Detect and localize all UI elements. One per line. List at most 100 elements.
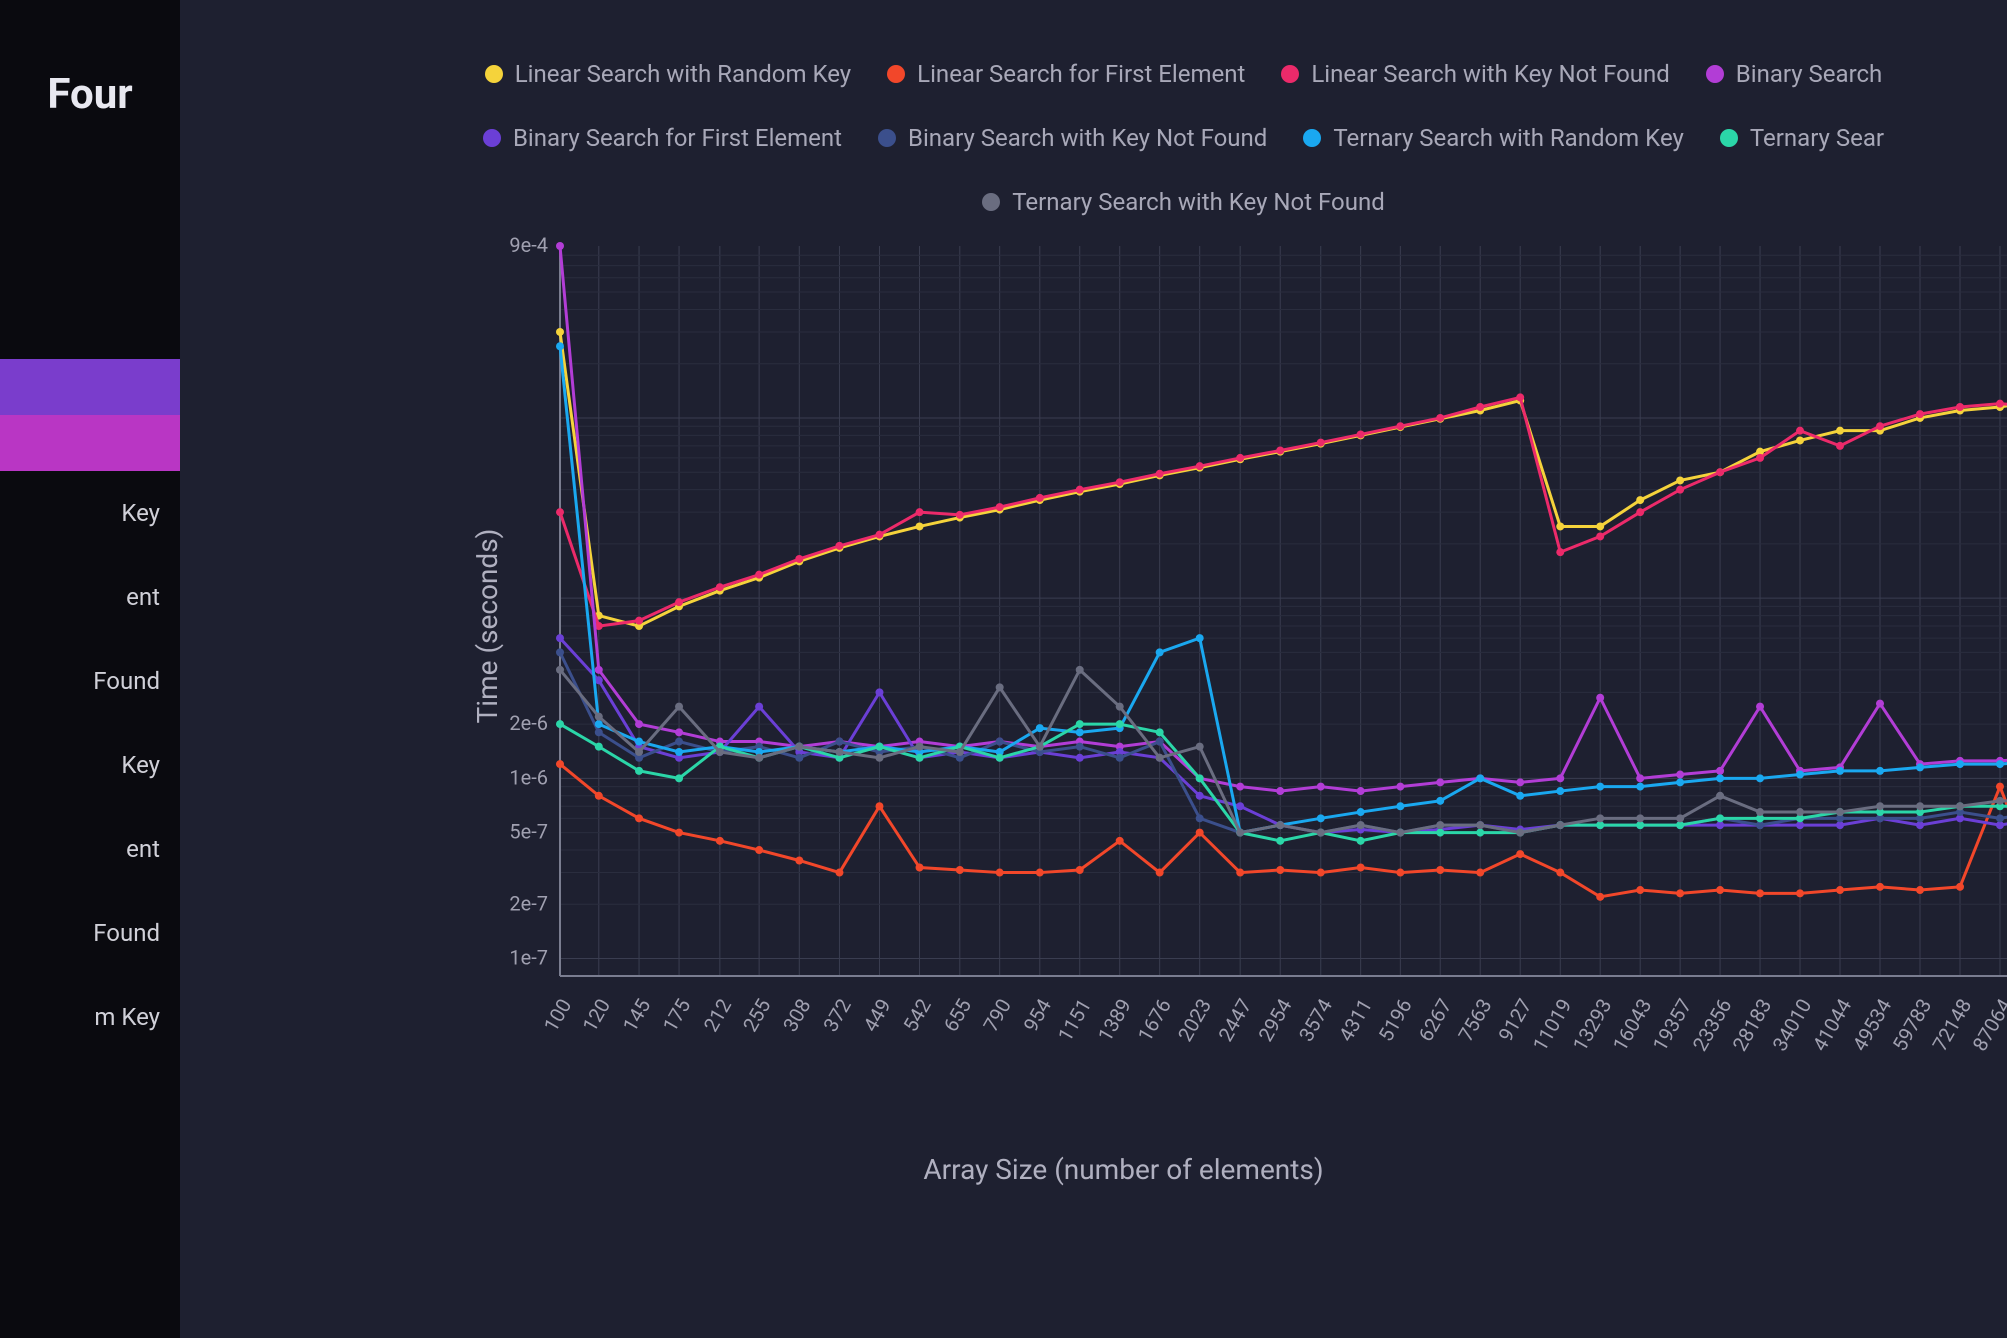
svg-text:9e-4: 9e-4 xyxy=(509,233,548,257)
legend-swatch-icon xyxy=(1303,129,1321,147)
series-marker xyxy=(1476,403,1484,411)
x-axis-label: Array Size (number of elements) xyxy=(923,1153,1323,1186)
series-marker xyxy=(1317,783,1325,791)
series-marker xyxy=(1996,814,2004,822)
svg-text:1e-7: 1e-7 xyxy=(509,946,548,970)
series-marker xyxy=(1357,821,1365,829)
series-marker xyxy=(1676,821,1684,829)
series-marker xyxy=(595,792,603,800)
svg-text:1676: 1676 xyxy=(1133,995,1176,1046)
chart-svg: 1001201451752122553083724495426557909541… xyxy=(560,246,2007,976)
series-marker xyxy=(1116,720,1124,728)
series-marker xyxy=(1916,763,1924,771)
series-marker xyxy=(1276,821,1284,829)
series-marker xyxy=(1956,883,1964,891)
svg-text:120: 120 xyxy=(577,995,615,1036)
series-marker xyxy=(795,856,803,864)
svg-text:542: 542 xyxy=(898,995,936,1036)
series-marker xyxy=(1476,829,1484,837)
series-line-binary-first xyxy=(560,638,2007,832)
svg-text:41044: 41044 xyxy=(1807,995,1856,1056)
series-marker xyxy=(1876,700,1884,708)
svg-text:11019: 11019 xyxy=(1528,995,1577,1056)
svg-text:2954: 2954 xyxy=(1253,995,1296,1046)
legend-swatch-icon xyxy=(887,65,905,83)
sidebar-item-0[interactable] xyxy=(0,359,180,415)
series-marker xyxy=(875,743,883,751)
series-marker xyxy=(675,598,683,606)
series-marker xyxy=(1436,778,1444,786)
legend-item-6[interactable]: Ternary Search with Random Key xyxy=(1303,124,1684,152)
sidebar-item-4[interactable]: Found xyxy=(0,639,180,723)
series-marker xyxy=(1436,797,1444,805)
sidebar-item-7[interactable]: Found xyxy=(0,891,180,975)
series-marker xyxy=(996,503,1004,511)
series-marker xyxy=(1556,787,1564,795)
series-marker xyxy=(635,617,643,625)
svg-text:87064: 87064 xyxy=(1967,995,2007,1056)
series-marker xyxy=(1357,864,1365,872)
series-marker xyxy=(1756,821,1764,829)
legend-swatch-icon xyxy=(1706,65,1724,83)
series-marker xyxy=(755,571,763,579)
svg-text:2447: 2447 xyxy=(1213,995,1256,1046)
legend-label: Ternary Search with Random Key xyxy=(1333,124,1684,152)
series-marker xyxy=(1236,869,1244,877)
series-marker xyxy=(1076,866,1084,874)
series-marker xyxy=(875,802,883,810)
svg-text:5e-7: 5e-7 xyxy=(509,820,548,844)
series-marker xyxy=(1876,883,1884,891)
series-marker xyxy=(916,508,924,516)
svg-text:1389: 1389 xyxy=(1093,995,1136,1046)
series-marker xyxy=(1836,886,1844,894)
series-marker xyxy=(1716,814,1724,822)
svg-text:1e-6: 1e-6 xyxy=(509,765,548,789)
sidebar-item-3[interactable]: ent xyxy=(0,555,180,639)
sidebar-item-5[interactable]: Key xyxy=(0,723,180,807)
series-marker xyxy=(1317,814,1325,822)
series-marker xyxy=(1716,886,1724,894)
series-marker xyxy=(1196,829,1204,837)
legend-item-0[interactable]: Linear Search with Random Key xyxy=(485,60,851,88)
svg-text:23356: 23356 xyxy=(1688,995,1737,1056)
sidebar-item-6[interactable]: ent xyxy=(0,807,180,891)
series-marker xyxy=(556,508,564,516)
sidebar-item-8[interactable]: m Key xyxy=(0,975,180,1059)
main-content: Linear Search with Random Key Linear Sear… xyxy=(180,0,2007,1338)
legend-item-7[interactable]: Ternary Sear xyxy=(1720,124,1884,152)
legend-item-2[interactable]: Linear Search with Key Not Found xyxy=(1281,60,1669,88)
legend-label: Linear Search for First Element xyxy=(917,60,1245,88)
legend-label: Linear Search with Key Not Found xyxy=(1311,60,1669,88)
series-marker xyxy=(1357,837,1365,845)
series-marker xyxy=(1716,774,1724,782)
series-marker xyxy=(1396,802,1404,810)
series-marker xyxy=(956,866,964,874)
series-marker xyxy=(1396,783,1404,791)
sidebar-item-1[interactable] xyxy=(0,415,180,471)
series-marker xyxy=(916,522,924,530)
legend-item-8[interactable]: Ternary Search with Key Not Found xyxy=(982,188,1385,216)
series-marker xyxy=(1556,869,1564,877)
sidebar-items: KeyentFoundKeyentFoundm Key xyxy=(0,359,180,1059)
series-marker xyxy=(635,814,643,822)
svg-text:19357: 19357 xyxy=(1648,995,1697,1056)
legend-item-5[interactable]: Binary Search with Key Not Found xyxy=(878,124,1267,152)
sidebar-item-2[interactable]: Key xyxy=(0,471,180,555)
series-marker xyxy=(1676,814,1684,822)
legend-item-1[interactable]: Linear Search for First Element xyxy=(887,60,1245,88)
series-marker xyxy=(556,634,564,642)
sidebar-title: Four xyxy=(0,0,180,159)
series-marker xyxy=(675,774,683,782)
y-axis-label: Time (seconds) xyxy=(471,529,504,724)
series-marker xyxy=(795,743,803,751)
series-marker xyxy=(1796,821,1804,829)
series-marker xyxy=(1716,792,1724,800)
legend-item-4[interactable]: Binary Search for First Element xyxy=(483,124,842,152)
legend-item-3[interactable]: Binary Search xyxy=(1706,60,1882,88)
series-marker xyxy=(1396,422,1404,430)
series-marker xyxy=(1676,889,1684,897)
series-marker xyxy=(1116,754,1124,762)
series-marker xyxy=(1756,808,1764,816)
series-marker xyxy=(1636,496,1644,504)
series-marker xyxy=(1916,886,1924,894)
